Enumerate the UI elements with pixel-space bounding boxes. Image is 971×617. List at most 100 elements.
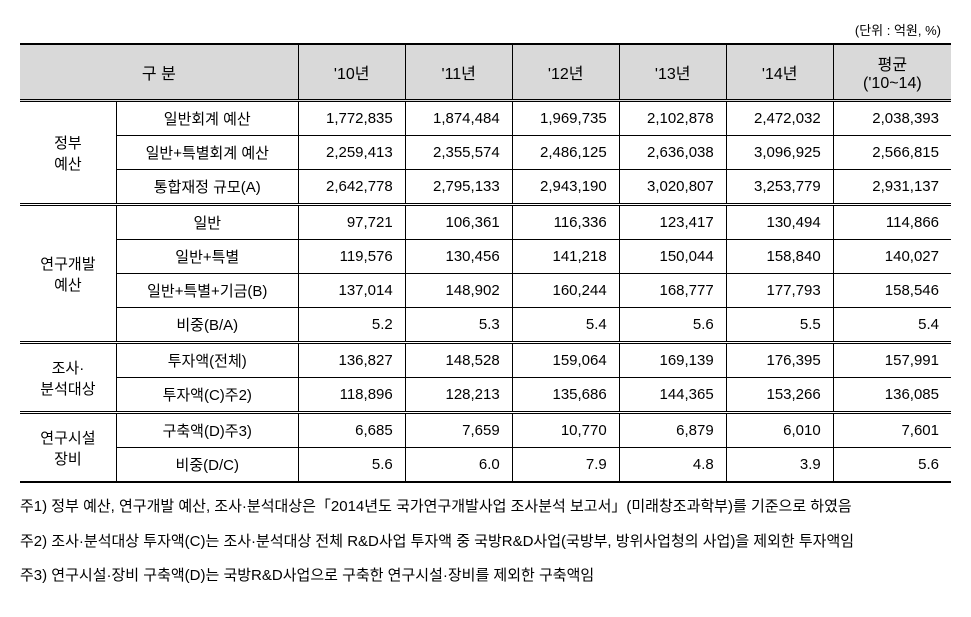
cell-value: 97,721 bbox=[298, 205, 405, 240]
table-row: 통합재정 규모(A)2,642,7782,795,1332,943,1903,0… bbox=[20, 170, 951, 205]
row-label: 투자액(C)주2) bbox=[116, 378, 298, 413]
row-label: 비중(D/C) bbox=[116, 448, 298, 483]
cell-value: 158,546 bbox=[833, 274, 951, 308]
col-avg: 평균 ('10~14) bbox=[833, 44, 951, 101]
table-row: 일반+특별119,576130,456141,218150,044158,840… bbox=[20, 240, 951, 274]
table-row: 투자액(C)주2)118,896128,213135,686144,365153… bbox=[20, 378, 951, 413]
cell-value: 150,044 bbox=[619, 240, 726, 274]
cell-value: 118,896 bbox=[298, 378, 405, 413]
cell-value: 2,943,190 bbox=[512, 170, 619, 205]
cell-value: 2,038,393 bbox=[833, 101, 951, 136]
col-y13: '13년 bbox=[619, 44, 726, 101]
cell-value: 5.2 bbox=[298, 308, 405, 343]
unit-label: (단위 : 억원, %) bbox=[20, 20, 951, 39]
cell-value: 5.6 bbox=[619, 308, 726, 343]
cell-value: 141,218 bbox=[512, 240, 619, 274]
row-label: 일반+특별+기금(B) bbox=[116, 274, 298, 308]
cell-value: 3.9 bbox=[726, 448, 833, 483]
cell-value: 144,365 bbox=[619, 378, 726, 413]
cell-value: 114,866 bbox=[833, 205, 951, 240]
table-row: 연구개발 예산일반97,721106,361116,336123,417130,… bbox=[20, 205, 951, 240]
table-row: 연구시설 장비구축액(D)주3)6,6857,65910,7706,8796,0… bbox=[20, 413, 951, 448]
row-label: 비중(B/A) bbox=[116, 308, 298, 343]
cell-value: 6,879 bbox=[619, 413, 726, 448]
cell-value: 3,020,807 bbox=[619, 170, 726, 205]
cell-value: 7,601 bbox=[833, 413, 951, 448]
cell-value: 1,772,835 bbox=[298, 101, 405, 136]
cell-value: 5.6 bbox=[833, 448, 951, 483]
col-y14: '14년 bbox=[726, 44, 833, 101]
cell-value: 7.9 bbox=[512, 448, 619, 483]
cell-value: 2,566,815 bbox=[833, 136, 951, 170]
group-label: 조사· 분석대상 bbox=[20, 343, 116, 413]
cell-value: 159,064 bbox=[512, 343, 619, 378]
cell-value: 137,014 bbox=[298, 274, 405, 308]
cell-value: 136,827 bbox=[298, 343, 405, 378]
col-y10: '10년 bbox=[298, 44, 405, 101]
cell-value: 4.8 bbox=[619, 448, 726, 483]
cell-value: 135,686 bbox=[512, 378, 619, 413]
cell-value: 10,770 bbox=[512, 413, 619, 448]
footnotes: 주1) 정부 예산, 연구개발 예산, 조사·분석대상은「2014년도 국가연구… bbox=[20, 493, 951, 591]
table-body: 정부 예산일반회계 예산1,772,8351,874,4841,969,7352… bbox=[20, 101, 951, 483]
cell-value: 160,244 bbox=[512, 274, 619, 308]
cell-value: 7,659 bbox=[405, 413, 512, 448]
cell-value: 3,096,925 bbox=[726, 136, 833, 170]
cell-value: 168,777 bbox=[619, 274, 726, 308]
table-row: 일반+특별+기금(B)137,014148,902160,244168,7771… bbox=[20, 274, 951, 308]
cell-value: 2,472,032 bbox=[726, 101, 833, 136]
table-row: 정부 예산일반회계 예산1,772,8351,874,4841,969,7352… bbox=[20, 101, 951, 136]
group-label: 연구시설 장비 bbox=[20, 413, 116, 483]
row-label: 일반회계 예산 bbox=[116, 101, 298, 136]
cell-value: 1,874,484 bbox=[405, 101, 512, 136]
budget-table: 구 분 '10년 '11년 '12년 '13년 '14년 평균 ('10~14)… bbox=[20, 43, 951, 483]
cell-value: 2,931,137 bbox=[833, 170, 951, 205]
row-label: 통합재정 규모(A) bbox=[116, 170, 298, 205]
row-label: 구축액(D)주3) bbox=[116, 413, 298, 448]
cell-value: 2,355,574 bbox=[405, 136, 512, 170]
footnote-2: 주2) 조사·분석대상 투자액(C)는 조사·분석대상 전체 R&D사업 투자액… bbox=[20, 528, 951, 557]
cell-value: 2,102,878 bbox=[619, 101, 726, 136]
table-row: 비중(B/A)5.25.35.45.65.55.4 bbox=[20, 308, 951, 343]
cell-value: 3,253,779 bbox=[726, 170, 833, 205]
cell-value: 176,395 bbox=[726, 343, 833, 378]
cell-value: 2,642,778 bbox=[298, 170, 405, 205]
cell-value: 5.4 bbox=[512, 308, 619, 343]
col-y12: '12년 bbox=[512, 44, 619, 101]
cell-value: 177,793 bbox=[726, 274, 833, 308]
col-y11: '11년 bbox=[405, 44, 512, 101]
footnote-3: 주3) 연구시설·장비 구축액(D)는 국방R&D사업으로 구축한 연구시설·장… bbox=[20, 562, 951, 591]
cell-value: 169,139 bbox=[619, 343, 726, 378]
table-row: 조사· 분석대상투자액(전체)136,827148,528159,064169,… bbox=[20, 343, 951, 378]
cell-value: 158,840 bbox=[726, 240, 833, 274]
cell-value: 6,010 bbox=[726, 413, 833, 448]
row-label: 일반+특별 bbox=[116, 240, 298, 274]
cell-value: 128,213 bbox=[405, 378, 512, 413]
row-label: 투자액(전체) bbox=[116, 343, 298, 378]
cell-value: 2,795,133 bbox=[405, 170, 512, 205]
cell-value: 153,266 bbox=[726, 378, 833, 413]
cell-value: 136,085 bbox=[833, 378, 951, 413]
cell-value: 140,027 bbox=[833, 240, 951, 274]
cell-value: 119,576 bbox=[298, 240, 405, 274]
cell-value: 5.5 bbox=[726, 308, 833, 343]
group-label: 정부 예산 bbox=[20, 101, 116, 205]
cell-value: 1,969,735 bbox=[512, 101, 619, 136]
cell-value: 2,486,125 bbox=[512, 136, 619, 170]
cell-value: 5.4 bbox=[833, 308, 951, 343]
cell-value: 2,636,038 bbox=[619, 136, 726, 170]
row-label: 일반+특별회계 예산 bbox=[116, 136, 298, 170]
footnote-1: 주1) 정부 예산, 연구개발 예산, 조사·분석대상은「2014년도 국가연구… bbox=[20, 493, 951, 522]
cell-value: 148,528 bbox=[405, 343, 512, 378]
group-label: 연구개발 예산 bbox=[20, 205, 116, 343]
cell-value: 130,494 bbox=[726, 205, 833, 240]
cell-value: 157,991 bbox=[833, 343, 951, 378]
cell-value: 6,685 bbox=[298, 413, 405, 448]
table-row: 일반+특별회계 예산2,259,4132,355,5742,486,1252,6… bbox=[20, 136, 951, 170]
col-category: 구 분 bbox=[20, 44, 298, 101]
table-row: 비중(D/C)5.66.07.94.83.95.6 bbox=[20, 448, 951, 483]
row-label: 일반 bbox=[116, 205, 298, 240]
cell-value: 148,902 bbox=[405, 274, 512, 308]
cell-value: 123,417 bbox=[619, 205, 726, 240]
cell-value: 116,336 bbox=[512, 205, 619, 240]
